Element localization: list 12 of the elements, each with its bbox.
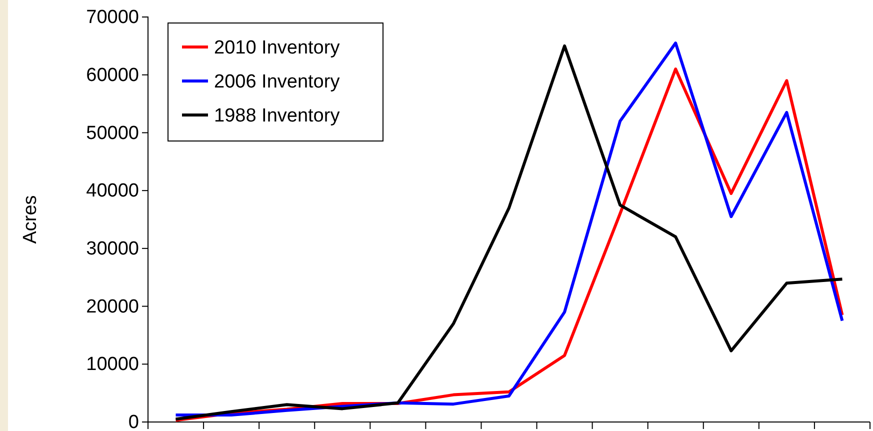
y-tick-label: 40000 — [86, 180, 139, 202]
legend-label: 2010 Inventory — [214, 38, 340, 59]
legend-label: 2006 Inventory — [214, 72, 340, 93]
y-tick-label: 30000 — [86, 238, 139, 260]
y-axis-title: Acres — [20, 195, 41, 244]
y-tick-label: 50000 — [86, 122, 139, 144]
y-tick-label: 10000 — [86, 354, 139, 376]
legend-label: 1988 Inventory — [214, 106, 340, 127]
y-tick-label: 70000 — [86, 7, 139, 28]
y-tick-label: 0 — [128, 412, 139, 431]
y-tick-label: 20000 — [86, 296, 139, 318]
y-tick-label: 60000 — [86, 64, 139, 86]
